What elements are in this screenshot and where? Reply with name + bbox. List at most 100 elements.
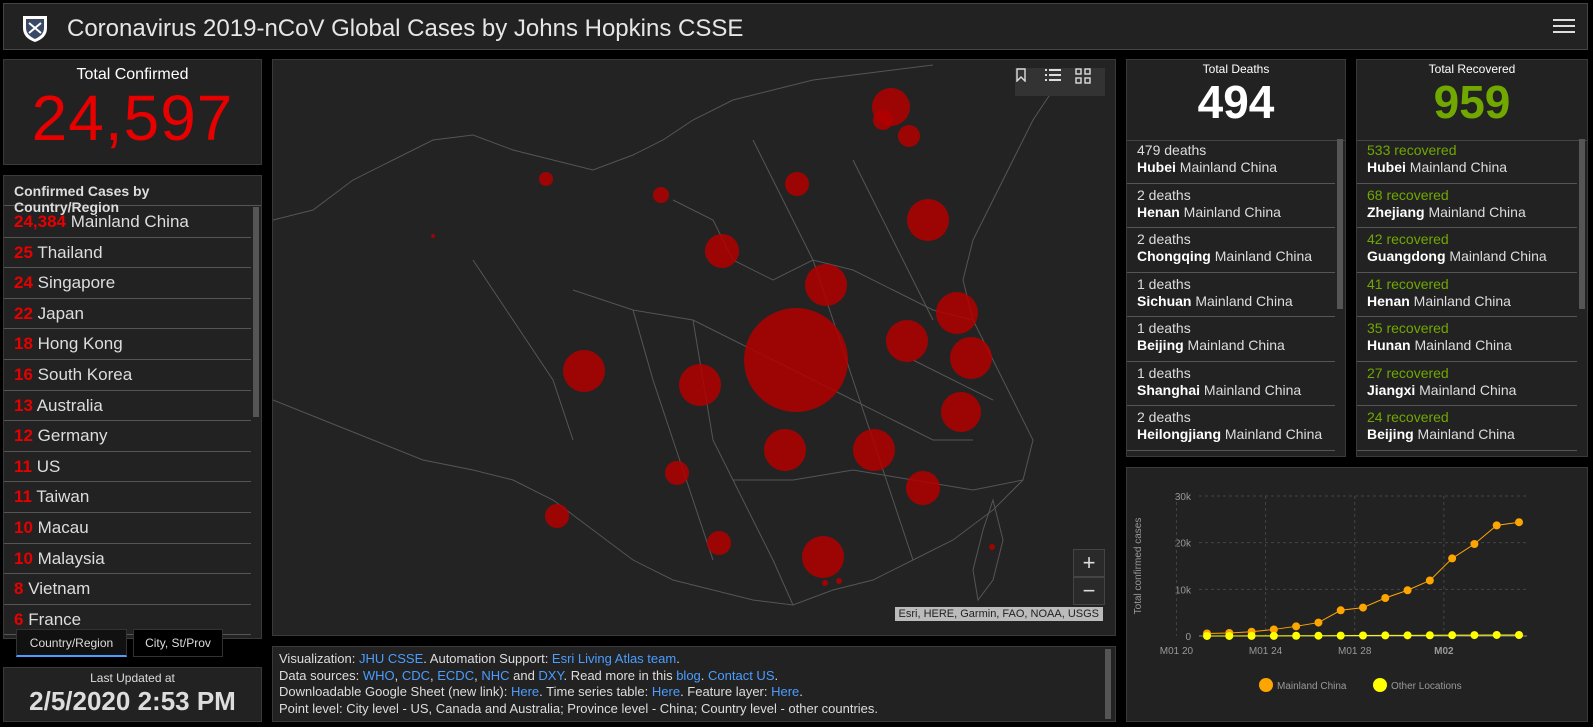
case-bubble[interactable] bbox=[705, 234, 739, 268]
recovered-list-item[interactable]: 24 recovered Beijing Mainland China bbox=[1357, 406, 1577, 451]
hamburger-menu-icon[interactable] bbox=[1553, 16, 1575, 36]
case-bubble[interactable] bbox=[707, 531, 731, 555]
country-count: 18 bbox=[14, 334, 33, 354]
time-series-link[interactable]: Here bbox=[651, 684, 681, 699]
recovered-list-item[interactable]: 27 recovered Jiangxi Mainland China bbox=[1357, 362, 1577, 406]
case-bubble[interactable] bbox=[802, 536, 844, 578]
province-name: Henan bbox=[1367, 292, 1410, 309]
data-point bbox=[1403, 631, 1412, 640]
case-bubble[interactable] bbox=[822, 580, 828, 586]
case-bubble[interactable] bbox=[941, 392, 981, 432]
total-confirmed-value: 24,597 bbox=[31, 82, 234, 154]
case-bubble[interactable] bbox=[936, 292, 978, 334]
deaths-list-scrollbar[interactable] bbox=[1337, 139, 1343, 309]
data-point bbox=[1515, 518, 1523, 527]
deaths-list-item[interactable]: 479 deaths Hubei Mainland China bbox=[1127, 139, 1335, 184]
case-bubble[interactable] bbox=[873, 110, 893, 130]
case-bubble[interactable] bbox=[431, 234, 435, 238]
case-bubble[interactable] bbox=[665, 461, 689, 485]
country-list-item[interactable]: 11 Taiwan bbox=[4, 482, 251, 513]
tab-country-region[interactable]: Country/Region bbox=[16, 629, 127, 657]
country-list-item[interactable]: 12 Germany bbox=[4, 421, 251, 452]
google-sheet-link[interactable]: Here bbox=[510, 684, 540, 699]
country-name: Macau bbox=[32, 517, 89, 537]
esri-living-atlas-link[interactable]: Esri Living Atlas team bbox=[551, 651, 677, 666]
region-name: Mainland China bbox=[1415, 381, 1517, 398]
case-bubble[interactable] bbox=[886, 320, 928, 362]
tab-city-state-province[interactable]: City, St/Prov bbox=[133, 629, 223, 657]
country-list-item[interactable]: 13 Australia bbox=[4, 391, 251, 422]
case-bubble[interactable] bbox=[679, 364, 721, 406]
case-bubble[interactable] bbox=[545, 504, 569, 528]
case-bubble[interactable] bbox=[989, 544, 995, 550]
case-bubble[interactable] bbox=[898, 125, 920, 147]
stat-count: 2 deaths bbox=[1137, 231, 1191, 247]
province-name: Hubei bbox=[1367, 159, 1406, 175]
bookmark-icon[interactable] bbox=[1015, 68, 1045, 96]
case-bubble[interactable] bbox=[785, 172, 809, 196]
dxy-link[interactable]: DXY bbox=[538, 667, 564, 683]
recovered-list-item[interactable]: 68 recovered Zhejiang Mainland China bbox=[1357, 184, 1577, 228]
jhu-csse-link[interactable]: JHU CSSE bbox=[358, 651, 424, 666]
recovered-list-item[interactable]: 533 recovered Hubei Mainland China bbox=[1357, 139, 1577, 184]
case-bubble[interactable] bbox=[907, 199, 949, 241]
case-bubble[interactable] bbox=[853, 429, 895, 471]
cdc-link[interactable]: CDC bbox=[401, 667, 431, 683]
deaths-list-item[interactable]: 2 deaths Chongqing Mainland China bbox=[1127, 228, 1335, 273]
case-bubble[interactable] bbox=[653, 187, 669, 203]
who-link[interactable]: WHO bbox=[362, 667, 395, 683]
qr-grid-icon[interactable] bbox=[1075, 68, 1105, 96]
case-bubble[interactable] bbox=[744, 308, 848, 412]
country-list-item[interactable]: 18 Hong Kong bbox=[4, 329, 251, 360]
sources-text: Visualization: bbox=[279, 651, 359, 666]
case-bubble[interactable] bbox=[539, 172, 553, 186]
sources-line-2: Data sources: WHO, CDC, ECDC, NHC and DX… bbox=[279, 667, 779, 683]
country-list-item[interactable]: 22 Japan bbox=[4, 299, 251, 330]
deaths-list-item[interactable]: 2 deaths Henan Mainland China bbox=[1127, 184, 1335, 228]
total-recovered-header: Total Recovered 959 bbox=[1357, 62, 1587, 141]
sources-text: Data sources: bbox=[279, 667, 363, 683]
nhc-link[interactable]: NHC bbox=[481, 667, 510, 683]
recovered-list-scrollbar[interactable] bbox=[1579, 139, 1585, 309]
china-map[interactable] bbox=[273, 60, 1116, 636]
feature-layer-link[interactable]: Here bbox=[771, 684, 800, 699]
data-point bbox=[1515, 631, 1523, 640]
country-list-item[interactable]: 25 Thailand bbox=[4, 238, 251, 269]
country-count: 10 bbox=[14, 548, 33, 568]
sources-text: . Automation Support: bbox=[423, 651, 552, 666]
country-list-item[interactable]: 8 Vietnam bbox=[4, 574, 251, 605]
data-point bbox=[1425, 576, 1434, 585]
sources-scrollbar[interactable] bbox=[1105, 649, 1111, 719]
recovered-list-item[interactable]: 35 recovered Hunan Mainland China bbox=[1357, 317, 1577, 362]
blog-link[interactable]: blog bbox=[676, 667, 701, 683]
deaths-list-item[interactable]: 1 deaths Shanghai Mainland China bbox=[1127, 362, 1335, 406]
case-bubble[interactable] bbox=[906, 471, 940, 505]
legend-list-icon[interactable] bbox=[1045, 68, 1075, 96]
country-list-item[interactable]: 10 Macau bbox=[4, 513, 251, 544]
country-list-item[interactable]: 16 South Korea bbox=[4, 360, 251, 391]
deaths-list-item[interactable]: 1 deaths Sichuan Mainland China bbox=[1127, 273, 1335, 317]
deaths-list-item[interactable]: 2 deaths Heilongjiang Mainland China bbox=[1127, 406, 1335, 451]
country-list-scrollbar[interactable] bbox=[253, 207, 259, 417]
recovered-list-item[interactable]: 41 recovered Henan Mainland China bbox=[1357, 273, 1577, 317]
country-list-item[interactable]: 24 Singapore bbox=[4, 268, 251, 299]
ecdc-link[interactable]: ECDC bbox=[437, 667, 475, 683]
contact-us-link[interactable]: Contact US bbox=[708, 667, 775, 683]
zoom-in-button[interactable]: + bbox=[1073, 549, 1105, 577]
recovered-list-item[interactable]: 42 recovered Guangdong Mainland China bbox=[1357, 228, 1577, 273]
stat-location: Beijing Mainland China bbox=[1137, 337, 1325, 354]
country-list-item[interactable]: 11 US bbox=[4, 452, 251, 483]
map-view[interactable]: + − Esri, HERE, Garmin, FAO, NOAA, USGS bbox=[272, 59, 1116, 636]
deaths-list-item[interactable]: 1 deaths Beijing Mainland China bbox=[1127, 317, 1335, 362]
case-bubble[interactable] bbox=[563, 350, 605, 392]
zoom-out-button[interactable]: − bbox=[1073, 577, 1105, 605]
country-list-item[interactable]: 6 France bbox=[4, 605, 251, 636]
case-bubble[interactable] bbox=[836, 578, 842, 584]
data-point bbox=[1381, 631, 1390, 640]
case-bubble[interactable] bbox=[764, 429, 806, 471]
case-bubble[interactable] bbox=[950, 337, 992, 379]
country-list-item[interactable]: 24,384 Mainland China bbox=[4, 207, 251, 238]
country-list-item[interactable]: 10 Malaysia bbox=[4, 544, 251, 575]
region-name: Mainland China bbox=[1445, 248, 1547, 264]
case-bubble[interactable] bbox=[805, 264, 847, 306]
